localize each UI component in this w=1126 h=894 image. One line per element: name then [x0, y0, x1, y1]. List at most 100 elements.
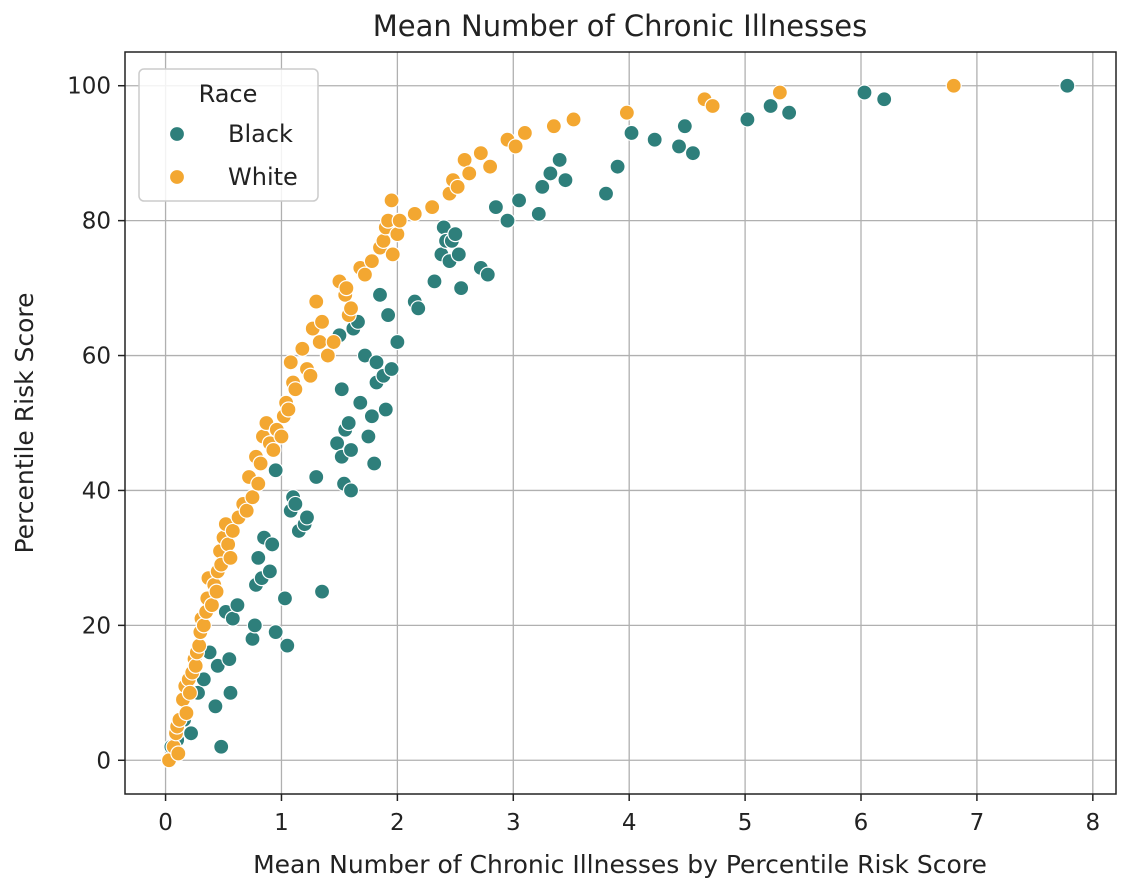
- point-white: [313, 313, 331, 330]
- point-black: [479, 266, 496, 283]
- point-black: [762, 97, 779, 115]
- point-black: [366, 455, 383, 472]
- x-tick-label: 4: [622, 810, 637, 836]
- point-white: [391, 212, 408, 229]
- point-black: [447, 226, 464, 243]
- point-white: [224, 522, 241, 540]
- point-white: [363, 253, 380, 270]
- x-tick-label: 0: [158, 810, 173, 836]
- point-white: [406, 205, 423, 222]
- point-white: [338, 279, 355, 297]
- point-black: [224, 610, 241, 627]
- point-white: [265, 441, 282, 459]
- legend: Race Black White: [138, 68, 319, 202]
- point-black: [510, 192, 528, 209]
- point-white: [244, 489, 261, 506]
- point-white: [187, 657, 204, 674]
- point-white: [280, 401, 297, 418]
- point-black: [609, 158, 626, 175]
- point-black: [450, 246, 467, 263]
- point-white: [294, 340, 311, 357]
- point-black: [279, 637, 296, 654]
- point-white: [945, 77, 962, 94]
- point-black: [360, 428, 377, 445]
- point-white: [383, 192, 400, 209]
- y-tick-label: 40: [82, 478, 111, 504]
- point-white: [170, 745, 187, 762]
- point-black: [377, 401, 394, 418]
- point-black: [597, 185, 615, 202]
- point-black: [222, 684, 239, 701]
- plot-area-frame: [124, 51, 1117, 795]
- point-black: [371, 286, 389, 303]
- point-white: [325, 333, 342, 351]
- point-white: [222, 549, 239, 567]
- chart-title: Mean Number of Chronic Illnesses: [373, 9, 867, 43]
- point-black: [207, 698, 224, 715]
- point-white: [238, 502, 255, 519]
- y-tick-label: 80: [82, 209, 111, 235]
- y-axis-label: Percentile Risk Score: [10, 292, 39, 553]
- point-black: [676, 118, 693, 135]
- series-white: [160, 77, 962, 769]
- point-white: [482, 158, 499, 175]
- point-white: [356, 266, 374, 283]
- point-black: [368, 354, 385, 371]
- x-tick-label: 3: [506, 810, 521, 836]
- y-tick-label: 100: [67, 74, 111, 100]
- point-black: [313, 583, 331, 600]
- point-black: [363, 408, 380, 425]
- point-black: [1059, 77, 1076, 94]
- point-white: [449, 178, 466, 196]
- point-black: [670, 138, 688, 155]
- point-white: [771, 84, 788, 101]
- point-black: [557, 172, 574, 189]
- point-black: [781, 104, 798, 121]
- point-black: [487, 199, 505, 216]
- x-tick-label: 7: [970, 810, 985, 836]
- point-black: [229, 597, 246, 614]
- point-white: [203, 597, 221, 614]
- point-black: [340, 414, 357, 432]
- legend-marker-black: [168, 125, 186, 143]
- point-black: [246, 617, 263, 634]
- point-black: [264, 536, 281, 553]
- point-white: [178, 704, 195, 722]
- point-black: [308, 468, 325, 486]
- y-tick-label: 20: [82, 613, 111, 639]
- point-black: [352, 394, 369, 411]
- legend-title: Race: [199, 80, 258, 108]
- point-black: [876, 91, 893, 108]
- point-white: [302, 367, 319, 384]
- point-white: [282, 354, 299, 371]
- point-black: [276, 590, 294, 607]
- x-tick-label: 8: [1085, 810, 1100, 836]
- point-black: [410, 300, 427, 317]
- point-white: [287, 381, 304, 398]
- x-axis-label: Mean Number of Chronic Illnesses by Perc…: [253, 850, 987, 879]
- point-black: [342, 482, 360, 499]
- point-black: [426, 273, 443, 290]
- point-white: [342, 300, 360, 317]
- point-white: [545, 118, 562, 135]
- point-white: [273, 428, 290, 445]
- point-black: [530, 205, 547, 222]
- point-white: [375, 232, 392, 249]
- data-points: [160, 77, 1076, 769]
- legend-box: [138, 68, 319, 202]
- point-black: [623, 124, 640, 142]
- point-black: [499, 212, 516, 229]
- point-black: [287, 495, 304, 513]
- point-white: [424, 199, 441, 216]
- x-tick-label: 5: [738, 810, 753, 836]
- point-black: [542, 165, 559, 182]
- x-tick-label: 1: [274, 810, 289, 836]
- point-white: [565, 111, 582, 128]
- point-black: [221, 650, 238, 668]
- point-white: [181, 684, 199, 701]
- point-white: [456, 151, 473, 169]
- legend-label-black: Black: [228, 120, 293, 148]
- point-black: [298, 509, 316, 526]
- point-white: [507, 138, 524, 155]
- point-black: [329, 435, 346, 452]
